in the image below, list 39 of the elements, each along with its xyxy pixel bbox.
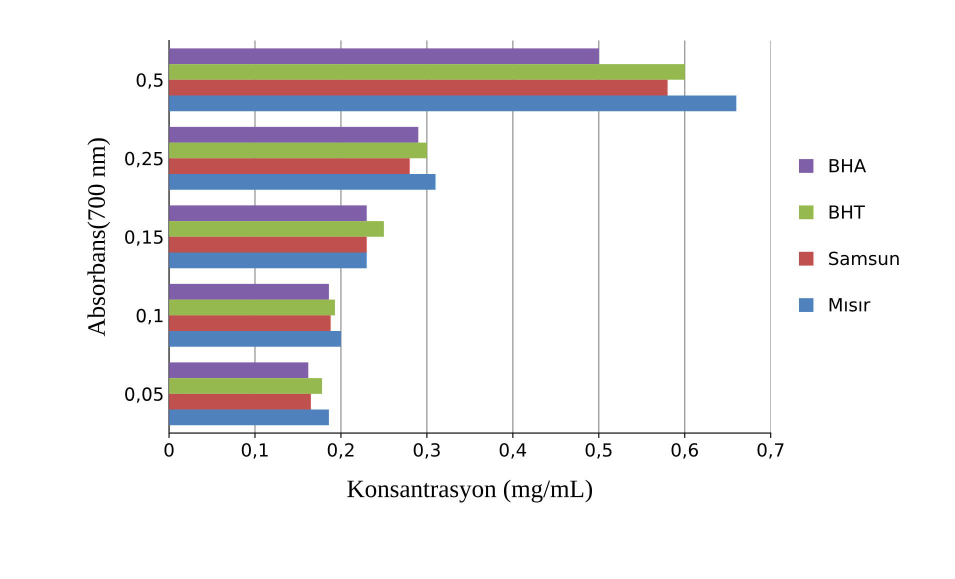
bar (169, 126, 418, 143)
bar (169, 378, 322, 394)
x-tick-label: 0,6 (672, 443, 698, 459)
legend-label: BHT (830, 205, 865, 219)
y-axis-title: Absorbans(700 nm) (87, 138, 110, 336)
bar (169, 362, 308, 378)
legend-label: Mısır (830, 298, 870, 312)
bar (169, 142, 427, 158)
bar (169, 331, 341, 347)
legend-label: Samsun (829, 252, 899, 266)
bar (169, 48, 599, 64)
y-tick-label: 0,05 (125, 387, 163, 403)
y-tick-label: 0,15 (125, 230, 163, 246)
x-tick-label: 0,1 (242, 443, 268, 459)
bar (169, 205, 367, 222)
x-tick-label: 0,7 (758, 443, 784, 459)
y-tick-label: 0,5 (136, 73, 163, 89)
x-tick-label: 0,2 (328, 443, 354, 459)
x-tick-label: 0,3 (414, 443, 440, 459)
bar (169, 64, 685, 80)
x-axis-title: Konsantrasyon (mg/mL) (347, 480, 592, 502)
x-tick-label: 0,5 (586, 443, 612, 459)
bar (169, 95, 736, 112)
legend-label: BHA (830, 159, 866, 172)
bar (169, 174, 436, 190)
bar (169, 252, 367, 268)
bar (169, 236, 367, 253)
bar (169, 284, 329, 300)
bar (169, 80, 668, 96)
bar (169, 221, 384, 237)
y-tick-label: 0,1 (136, 308, 163, 324)
y-tick-label: 0,25 (125, 152, 163, 168)
x-tick-label: 0,4 (500, 443, 526, 459)
bar (169, 394, 311, 410)
bar (169, 300, 335, 316)
bar (169, 158, 410, 174)
bar (169, 410, 329, 426)
x-tick-label: 0 (164, 443, 174, 457)
bar (169, 315, 331, 332)
